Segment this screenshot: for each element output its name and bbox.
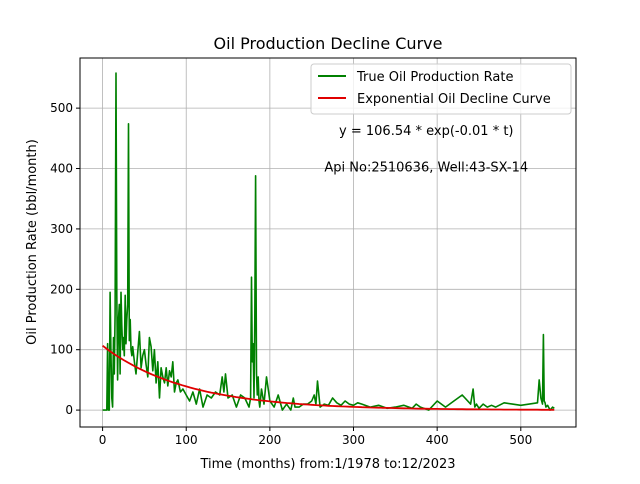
legend-frame — [310, 63, 572, 115]
x-tick-label: 300 — [342, 433, 365, 447]
fit-equation-annotation: y = 106.54 * exp(-0.01 * t) — [339, 124, 513, 139]
y-tick-label: 200 — [50, 282, 73, 296]
y-tick-label: 400 — [50, 162, 73, 176]
chart-title: Oil Production Decline Curve — [214, 34, 443, 53]
y-tick-label: 100 — [50, 343, 73, 357]
x-tick-label: 200 — [258, 433, 281, 447]
well-info-annotation: Api No:2510636, Well:43-SX-14 — [324, 160, 528, 175]
legend-label-true-rate: True Oil Production Rate — [356, 70, 513, 85]
true-production-rate-line — [102, 72, 555, 411]
x-tick-label: 0 — [99, 433, 107, 447]
x-tick-label: 100 — [175, 433, 198, 447]
plot-area-frame — [79, 57, 577, 428]
y-tick-label: 500 — [50, 101, 73, 115]
legend-label-decline-curve: Exponential Oil Decline Curve — [357, 92, 551, 107]
legend: True Oil Production Rate Exponential Oil… — [310, 63, 572, 115]
exponential-decline-curve-line — [102, 344, 555, 411]
y-tick-label: 0 — [65, 403, 73, 417]
y-tick-label: 300 — [50, 222, 73, 236]
y-axis-label: Oil Production Rate (bbl/month) — [25, 139, 40, 345]
x-tick-label: 500 — [509, 433, 532, 447]
x-axis-label: Time (months) from:1/1978 to:12/2023 — [199, 457, 455, 472]
x-tick-label: 400 — [426, 433, 449, 447]
